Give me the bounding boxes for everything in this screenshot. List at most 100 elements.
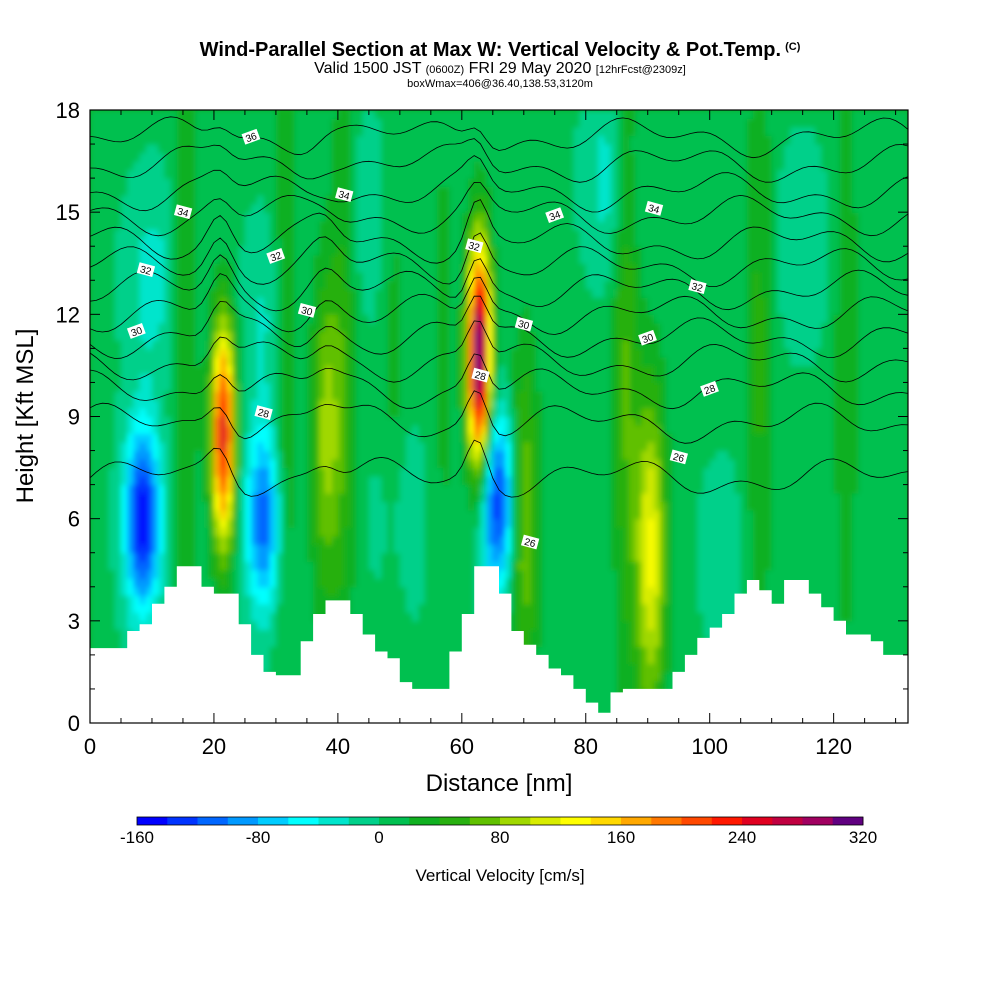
field-cell — [108, 408, 116, 418]
field-cell — [393, 544, 401, 554]
field-cell — [325, 450, 333, 460]
field-cell — [133, 110, 141, 120]
field-cell — [121, 476, 128, 486]
field-cell — [492, 220, 500, 230]
field-cell — [108, 586, 116, 596]
field-cell — [226, 544, 234, 554]
field-cell — [127, 288, 134, 298]
field-cell — [170, 195, 178, 205]
field-cell — [399, 569, 407, 579]
field-cell — [325, 288, 333, 298]
field-cell — [337, 501, 345, 511]
field-cell — [337, 152, 345, 162]
field-cell — [406, 212, 413, 222]
field-cell — [313, 203, 320, 213]
field-cell — [108, 527, 116, 537]
field-cell — [306, 544, 314, 554]
field-cell — [251, 331, 258, 341]
field-cell — [257, 297, 265, 307]
field-cell — [232, 322, 240, 332]
field-cell — [300, 399, 308, 409]
field-cell — [412, 527, 419, 537]
field-cell — [412, 501, 419, 511]
field-cell — [331, 297, 339, 307]
field-cell — [474, 118, 481, 128]
field-cell — [257, 612, 265, 622]
field-cell — [511, 578, 519, 588]
field-cell — [486, 212, 494, 222]
field-cell — [257, 399, 265, 409]
field-cell — [418, 663, 426, 673]
field-cell — [468, 322, 475, 332]
field-cell — [269, 288, 277, 298]
field-cell — [375, 416, 382, 426]
field-cell — [412, 476, 419, 486]
field-cell — [183, 552, 190, 562]
field-cell — [362, 314, 370, 324]
field-cell — [325, 595, 333, 605]
field-cell — [164, 382, 172, 392]
field-cell — [325, 510, 333, 520]
field-cell — [226, 237, 234, 247]
field-cell — [133, 246, 141, 256]
field-cell — [499, 476, 506, 486]
field-cell — [238, 110, 246, 120]
field-cell — [381, 637, 389, 647]
field-cell — [480, 331, 488, 341]
field-cell — [257, 620, 265, 630]
field-cell — [313, 382, 320, 392]
field-cell — [449, 356, 457, 366]
field-cell — [368, 144, 376, 154]
field-cell — [220, 152, 227, 162]
field-cell — [306, 391, 314, 401]
field-cell — [300, 152, 308, 162]
field-cell — [282, 356, 289, 366]
field-cell — [189, 408, 196, 418]
field-cell — [275, 442, 283, 452]
field-cell — [337, 254, 345, 264]
field-cell — [139, 493, 147, 503]
field-cell — [313, 527, 320, 537]
field-cell — [399, 348, 407, 358]
field-cell — [455, 322, 463, 332]
field-cell — [418, 671, 426, 681]
field-cell — [282, 220, 289, 230]
field-cell — [275, 408, 283, 418]
field-cell — [319, 603, 327, 613]
field-cell — [399, 518, 407, 528]
field-cell — [102, 612, 110, 622]
field-cell — [114, 331, 122, 341]
field-cell — [424, 425, 432, 435]
field-cell — [232, 561, 240, 571]
field-cell — [368, 110, 376, 120]
field-cell — [108, 118, 116, 128]
field-cell — [344, 493, 351, 503]
field-cell — [213, 408, 221, 418]
field-cell — [114, 365, 122, 375]
field-cell — [152, 450, 159, 460]
field-cell — [183, 544, 190, 554]
field-cell — [164, 246, 172, 256]
field-cell — [282, 339, 289, 349]
field-cell — [356, 484, 364, 494]
field-cell — [133, 186, 141, 196]
field-cell — [437, 578, 444, 588]
field-cell — [313, 603, 320, 613]
field-cell — [424, 229, 432, 239]
field-cell — [455, 544, 463, 554]
field-cell — [282, 629, 289, 639]
field-cell — [492, 442, 500, 452]
field-cell — [114, 271, 122, 281]
field-cell — [337, 144, 345, 154]
field-cell — [232, 484, 240, 494]
field-cell — [195, 288, 203, 298]
field-cell — [387, 178, 395, 188]
field-cell — [480, 552, 488, 562]
field-cell — [337, 220, 345, 230]
field-cell — [207, 535, 215, 545]
field-cell — [412, 331, 419, 341]
field-cell — [232, 288, 240, 298]
field-cell — [183, 314, 190, 324]
field-cell — [127, 220, 134, 230]
field-cell — [127, 178, 134, 188]
